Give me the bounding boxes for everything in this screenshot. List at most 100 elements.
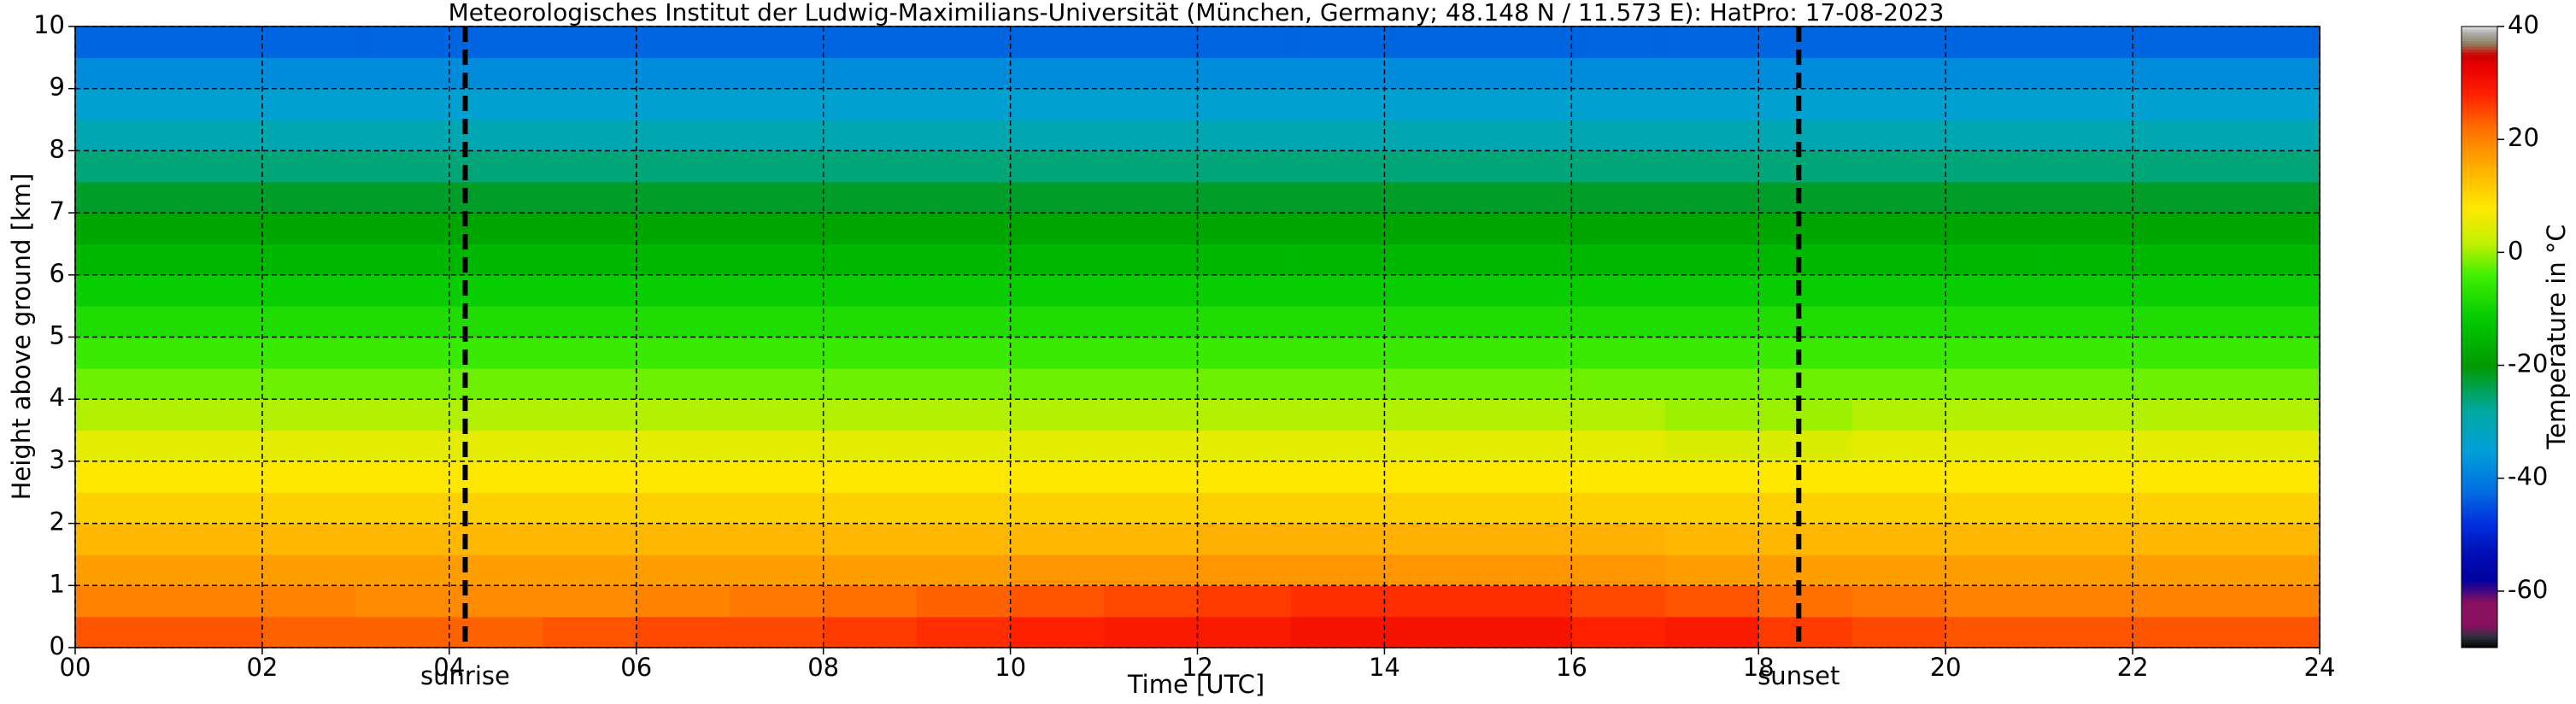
heatmap-cell — [75, 523, 170, 555]
heatmap-cell — [823, 367, 918, 400]
colorbar-segment — [2462, 215, 2497, 220]
colorbar-segment — [2462, 466, 2497, 471]
heatmap-cell — [917, 306, 1012, 338]
heatmap-cell — [1010, 120, 1105, 151]
y-tick-label: 9 — [50, 73, 65, 102]
heatmap-cell — [2226, 399, 2321, 431]
heatmap-cell — [730, 213, 824, 245]
colorbar-segment — [2462, 436, 2497, 439]
heatmap-cell — [1758, 337, 1853, 369]
colorbar-segment — [2462, 549, 2497, 553]
heatmap-cell — [1104, 337, 1199, 369]
heatmap-cell — [75, 585, 170, 618]
heatmap-cell — [823, 150, 918, 183]
heatmap-cell — [2039, 461, 2133, 493]
heatmap-cell — [1571, 399, 1666, 431]
heatmap-cell — [355, 243, 450, 276]
colorbar-segment — [2462, 367, 2497, 372]
heatmap-cell — [168, 274, 263, 307]
colorbar-segment — [2462, 66, 2497, 70]
heatmap-cell — [2226, 120, 2321, 151]
colorbar-segment — [2462, 74, 2497, 78]
heatmap-cell — [1851, 274, 1946, 307]
colorbar-segment — [2462, 120, 2497, 123]
heatmap-cell — [1851, 523, 1946, 555]
heatmap-cell — [168, 461, 263, 493]
heatmap-cell — [2133, 120, 2227, 151]
colorbar-segment — [2462, 181, 2497, 185]
heatmap-cell — [917, 57, 1012, 90]
colorbar-segment — [2462, 91, 2497, 95]
heatmap-cell — [75, 337, 170, 369]
heatmap-cell — [2039, 367, 2133, 400]
colorbar-segment — [2462, 339, 2497, 343]
colorbar-segment — [2462, 478, 2497, 482]
heatmap-cell — [1104, 430, 1199, 462]
colorbar-segment — [2462, 261, 2497, 265]
heatmap-cell — [730, 243, 824, 276]
heatmap-cell — [1571, 26, 1666, 58]
heatmap-cell — [355, 430, 450, 462]
colorbar-segment — [2462, 29, 2497, 33]
colorbar-segment — [2462, 599, 2497, 603]
heatmap-cell — [1945, 492, 2040, 525]
x-tick-label: 14 — [1369, 653, 1400, 682]
colorbar-segment — [2462, 396, 2497, 400]
heatmap-cell — [1945, 26, 2040, 58]
heatmap-cell — [823, 57, 918, 90]
heatmap-cell — [1010, 213, 1105, 245]
colorbar-segment — [2462, 382, 2497, 386]
heatmap-cell — [168, 57, 263, 90]
colorbar-segment — [2462, 257, 2497, 261]
colorbar-segment — [2462, 404, 2497, 408]
heatmap-cell — [168, 243, 263, 276]
colorbar-segment — [2462, 596, 2497, 601]
heatmap-cell — [75, 120, 170, 151]
heatmap-cell — [1104, 367, 1199, 400]
y-tick-label: 5 — [50, 321, 65, 350]
colorbar-segment — [2462, 198, 2497, 202]
heatmap-cell — [355, 399, 450, 431]
heatmap-cell — [2226, 274, 2321, 307]
colorbar-segment — [2462, 390, 2497, 395]
colorbar-segment — [2462, 531, 2497, 536]
heatmap-cell — [823, 26, 918, 58]
heatmap-cell — [730, 57, 824, 90]
heatmap-cell — [1477, 120, 1572, 151]
heatmap-cell — [2226, 492, 2321, 525]
heatmap-cell — [1758, 306, 1853, 338]
heatmap-cell — [261, 492, 356, 525]
heatmap-cell — [1945, 88, 2040, 120]
heatmap-cell — [1477, 461, 1572, 493]
heatmap-cell — [261, 337, 356, 369]
heatmap-cell — [1571, 274, 1666, 307]
heatmap-cell — [1384, 554, 1479, 586]
colorbar-segment — [2462, 159, 2497, 163]
colorbar-segment — [2462, 345, 2497, 349]
heatmap-cell — [2226, 337, 2321, 369]
heatmap-cell — [636, 367, 731, 400]
heatmap-cell — [1010, 150, 1105, 183]
heatmap-cell — [1477, 492, 1572, 525]
heatmap-cell — [636, 616, 731, 648]
heatmap-cell — [1664, 554, 1759, 586]
colorbar-segment — [2462, 537, 2497, 541]
heatmap-cell — [2039, 399, 2133, 431]
heatmap-cell — [1104, 306, 1199, 338]
heatmap-cell — [1010, 492, 1105, 525]
heatmap-cell — [1197, 88, 1292, 120]
heatmap-cell — [75, 274, 170, 307]
heatmap-cell — [2226, 150, 2321, 183]
heatmap-cell — [1197, 274, 1292, 307]
annotation-label: sunset — [1757, 661, 1840, 690]
colorbar-segment — [2462, 283, 2497, 287]
heatmap-cell — [1197, 150, 1292, 183]
heatmap-cell — [1571, 430, 1666, 462]
heatmap-cell — [2039, 306, 2133, 338]
heatmap-cell — [355, 554, 450, 586]
heatmap-cell — [1384, 213, 1479, 245]
heatmap-cell — [1290, 492, 1386, 525]
heatmap-cell — [1010, 306, 1105, 338]
heatmap-cell — [168, 554, 263, 586]
colorbar-segment — [2462, 560, 2497, 564]
